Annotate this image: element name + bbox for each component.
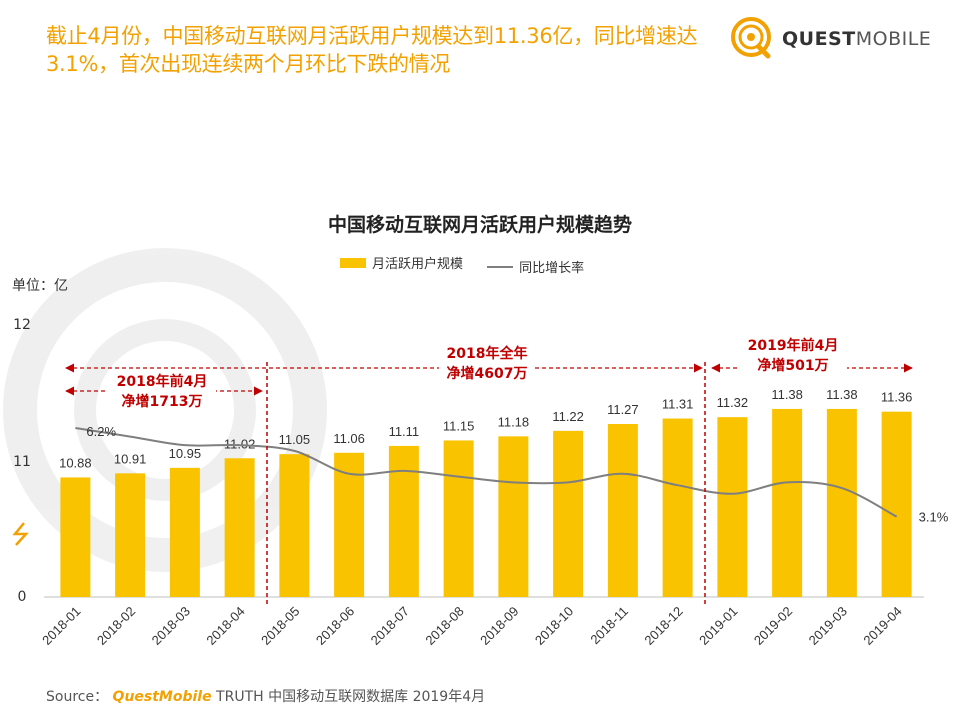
- legend-item-line: 同比增长率: [487, 257, 584, 276]
- bar-value-label-4: 11.05: [279, 432, 311, 447]
- unit-label: 单位：亿: [12, 278, 68, 294]
- brand-name-bold: QUEST: [782, 28, 856, 50]
- bar-2019-03: [826, 408, 857, 597]
- growth-rate-label-15: 3.1%: [919, 510, 949, 525]
- x-tick-label-14: 2019-03: [806, 604, 850, 648]
- watermark-ring-inner-icon: [74, 319, 256, 501]
- bar-2018-02: [115, 473, 146, 597]
- bar-value-label-0: 10.88: [59, 455, 92, 470]
- bar-value-label-5: 11.06: [333, 431, 365, 446]
- bar-value-label-11: 11.31: [662, 397, 694, 412]
- annotation-label-1: 2018年全年: [447, 345, 528, 362]
- x-tick-label-4: 2018-05: [258, 604, 302, 648]
- x-tick-label-10: 2018-11: [587, 604, 631, 648]
- source-prefix: Source：: [46, 689, 109, 705]
- x-tick-label-9: 2018-10: [532, 604, 576, 648]
- legend-swatch-line: [487, 265, 514, 268]
- bar-2018-03: [169, 467, 200, 597]
- bar-2019-04: [881, 411, 912, 597]
- x-tick-label-2: 2018-03: [149, 604, 193, 648]
- x-tick-label-8: 2018-09: [477, 604, 521, 648]
- y-tick-label-2: 12: [13, 317, 31, 333]
- annotation-sub-0: 净增1713万: [122, 393, 203, 410]
- y-tick-label-1: 11: [13, 454, 31, 470]
- bar-2018-06: [334, 452, 365, 597]
- bar-value-label-9: 11.22: [552, 409, 584, 424]
- chart-legend: 月活跃用户规模 同比增长率: [340, 253, 604, 276]
- headline: 截止4月份，中国移动互联网月活跃用户规模达到11.36亿，同比增速达3.1%，首…: [46, 24, 698, 76]
- watermark: [3, 248, 327, 572]
- bar-value-label-6: 11.11: [389, 424, 420, 439]
- legend-swatch-bar: [340, 257, 366, 268]
- bar-2019-01: [717, 417, 748, 597]
- x-tick-label-15: 2019-04: [860, 604, 904, 648]
- bar-2018-01: [60, 477, 91, 597]
- bar-value-label-14: 11.38: [826, 387, 858, 402]
- annotation-label-2: 2019年前4月: [748, 337, 839, 354]
- bar-2018-05: [279, 454, 310, 597]
- source-rest: TRUTH 中国移动互联网数据库 2019年4月: [211, 689, 486, 705]
- annotation-sub-2: 净增501万: [757, 357, 828, 374]
- x-tick-label-12: 2019-01: [696, 604, 740, 648]
- legend-label-bar: 月活跃用户规模: [372, 257, 464, 272]
- x-tick-label-1: 2018-02: [94, 604, 138, 648]
- annotation-label-0: 2018年前4月: [117, 373, 208, 390]
- bar-2018-10: [553, 430, 584, 597]
- bar-2018-07: [388, 445, 419, 597]
- bar-2018-12: [662, 418, 693, 597]
- growth-rate-line: [75, 427, 898, 518]
- bar-value-label-7: 11.15: [443, 418, 475, 433]
- bar-value-label-2: 10.95: [169, 446, 202, 461]
- bar-value-label-3: 11.02: [224, 436, 256, 451]
- brand-name: QUESTMOBILE: [782, 28, 931, 50]
- legend-item-bar: 月活跃用户规模: [340, 253, 463, 272]
- bar-2018-09: [498, 436, 529, 597]
- x-tick-label-5: 2018-06: [313, 604, 357, 648]
- bar-2018-08: [443, 440, 474, 597]
- source-brand: QuestMobile: [112, 689, 212, 705]
- x-tick-label-7: 2018-08: [422, 604, 466, 648]
- bar-2018-04: [224, 458, 255, 597]
- annotation-bg-2: [739, 334, 847, 376]
- annotation-bg-1: [439, 342, 535, 384]
- questmobile-logo-icon: [731, 17, 771, 59]
- bar-value-label-1: 10.91: [114, 451, 147, 466]
- brand-name-light: MOBILE: [855, 28, 932, 50]
- x-tick-label-13: 2019-02: [751, 604, 795, 648]
- annotation-bg-0: [108, 370, 216, 412]
- bar-value-label-12: 11.32: [717, 395, 749, 410]
- x-tick-label-3: 2018-04: [203, 604, 247, 648]
- bar-value-label-13: 11.38: [771, 387, 803, 402]
- chart-title: 中国移动互联网月活跃用户规模趋势: [327, 214, 632, 236]
- watermark-ring-outer-icon: [3, 248, 327, 572]
- bar-value-label-15: 11.36: [881, 390, 913, 405]
- brand-logo: QUESTMOBILE: [728, 14, 931, 60]
- x-tick-label-6: 2018-07: [368, 604, 412, 648]
- x-tick-label-11: 2018-12: [641, 604, 685, 648]
- legend-label-line: 同比增长率: [519, 261, 585, 276]
- x-tick-label-0: 2018-01: [39, 604, 83, 648]
- bar-2018-11: [607, 424, 638, 597]
- bar-value-label-8: 11.18: [498, 414, 530, 429]
- axis-break-icon: [12, 522, 29, 546]
- growth-rate-label-0: 6.2%: [86, 424, 116, 439]
- y-tick-label-0: 0: [18, 589, 27, 605]
- source-note: Source： QuestMobile TRUTH 中国移动互联网数据库 201…: [46, 686, 485, 706]
- bar-value-label-10: 11.27: [607, 402, 639, 417]
- annotation-sub-1: 净增4607万: [447, 365, 528, 382]
- bar-2019-02: [772, 408, 803, 597]
